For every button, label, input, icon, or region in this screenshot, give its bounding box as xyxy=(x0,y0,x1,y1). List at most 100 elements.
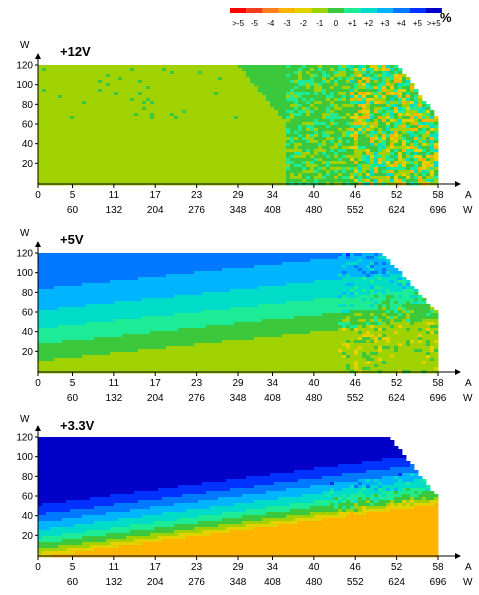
heatmap-cell xyxy=(38,119,43,123)
heatmap-cell xyxy=(390,71,395,75)
heatmap-cell xyxy=(146,86,151,90)
heatmap-cell xyxy=(370,116,375,120)
heatmap-cell xyxy=(226,101,231,105)
heatmap-cell xyxy=(150,104,155,108)
heatmap-cell xyxy=(42,274,47,278)
heatmap-cell xyxy=(334,149,339,153)
heatmap-cell xyxy=(142,170,147,174)
heatmap-cell xyxy=(422,107,427,111)
heatmap-cell xyxy=(398,95,403,99)
heatmap-cell xyxy=(210,107,215,111)
heatmap-cell xyxy=(146,170,151,174)
heatmap-cell xyxy=(250,77,255,81)
heatmap-cell xyxy=(190,101,195,105)
heatmap-cell xyxy=(202,173,207,177)
heatmap-cell xyxy=(54,80,59,84)
heatmap-cell xyxy=(206,110,211,114)
heatmap-cell xyxy=(82,131,87,135)
heatmap-cell xyxy=(130,134,135,138)
heatmap-cell xyxy=(434,137,439,141)
heatmap-cell xyxy=(202,98,207,102)
heatmap-cell xyxy=(246,116,251,120)
heatmap-cell xyxy=(170,283,175,287)
heatmap-cell xyxy=(226,262,231,266)
heatmap-cell xyxy=(102,262,107,266)
heatmap-cell xyxy=(370,152,375,156)
heatmap-cell xyxy=(138,80,143,84)
heatmap-cell xyxy=(42,128,47,132)
heatmap-cell xyxy=(162,170,167,174)
heatmap-cell xyxy=(46,143,51,147)
heatmap-cell xyxy=(150,179,155,183)
heatmap-cell xyxy=(126,131,131,135)
heatmap-cell xyxy=(390,176,395,180)
heatmap-cell xyxy=(42,92,47,96)
heatmap-cell xyxy=(390,274,395,278)
heatmap-cell xyxy=(258,152,263,156)
heatmap-cell xyxy=(118,149,123,153)
heatmap-cell xyxy=(194,83,199,87)
heatmap-cell xyxy=(262,253,267,257)
heatmap-cell xyxy=(246,164,251,168)
heatmap-cell xyxy=(390,140,395,144)
heatmap-cell xyxy=(378,158,383,162)
heatmap-cell xyxy=(302,110,307,114)
heatmap-cell xyxy=(206,268,211,272)
heatmap-cell xyxy=(54,173,59,177)
heatmap-cell xyxy=(282,253,287,257)
heatmap-cell xyxy=(162,68,167,72)
heatmap-cell xyxy=(58,277,63,281)
heatmap-cell xyxy=(62,137,67,141)
heatmap-cell xyxy=(226,68,231,72)
heatmap-cell xyxy=(202,155,207,159)
heatmap-cell xyxy=(102,283,107,287)
heatmap-cell xyxy=(306,265,311,269)
heatmap-cell xyxy=(182,259,187,263)
heatmap-cell xyxy=(394,271,399,275)
heatmap-cell xyxy=(118,65,123,69)
heatmap-cell xyxy=(74,280,79,284)
heatmap-cell xyxy=(346,98,351,102)
heatmap-cell xyxy=(38,68,43,72)
heatmap-cell xyxy=(354,80,359,84)
heatmap-cell xyxy=(258,65,263,69)
heatmap-cell xyxy=(42,170,47,174)
heatmap-cell xyxy=(402,86,407,90)
heatmap-cell xyxy=(142,256,147,260)
heatmap-cell xyxy=(110,80,115,84)
heatmap-cell xyxy=(366,158,371,162)
heatmap-cell xyxy=(266,146,271,150)
heatmap-cell xyxy=(138,256,143,260)
heatmap-cell xyxy=(314,110,319,114)
heatmap-cell xyxy=(242,119,247,123)
heatmap-cell xyxy=(106,125,111,129)
heatmap-cell xyxy=(66,158,71,162)
heatmap-cell xyxy=(286,268,291,272)
heatmap-cell xyxy=(150,253,155,257)
x-tick-label-amps: 40 xyxy=(308,190,320,201)
heatmap-cell xyxy=(330,262,335,266)
heatmap-cell xyxy=(274,280,279,284)
heatmap-cell xyxy=(286,71,291,75)
heatmap-cell xyxy=(318,89,323,93)
heatmap-cell xyxy=(306,164,311,168)
heatmap-cell xyxy=(150,131,155,135)
heatmap-cell xyxy=(146,77,151,81)
heatmap-cell xyxy=(338,176,343,180)
heatmap-cell xyxy=(190,89,195,93)
heatmap-cell xyxy=(74,83,79,87)
heatmap-cell xyxy=(122,74,127,78)
heatmap-cell xyxy=(50,89,55,93)
heatmap-cell xyxy=(302,104,307,108)
heatmap-cell xyxy=(278,101,283,105)
heatmap-cell xyxy=(294,98,299,102)
heatmap-cell xyxy=(46,179,51,183)
heatmap-cell xyxy=(286,128,291,132)
heatmap-cell xyxy=(82,80,87,84)
heatmap-cell xyxy=(130,104,135,108)
heatmap-cell xyxy=(298,164,303,168)
heatmap-cell xyxy=(278,277,283,281)
heatmap-cell xyxy=(210,283,215,287)
heatmap-cell xyxy=(286,74,291,78)
heatmap-cell xyxy=(274,104,279,108)
